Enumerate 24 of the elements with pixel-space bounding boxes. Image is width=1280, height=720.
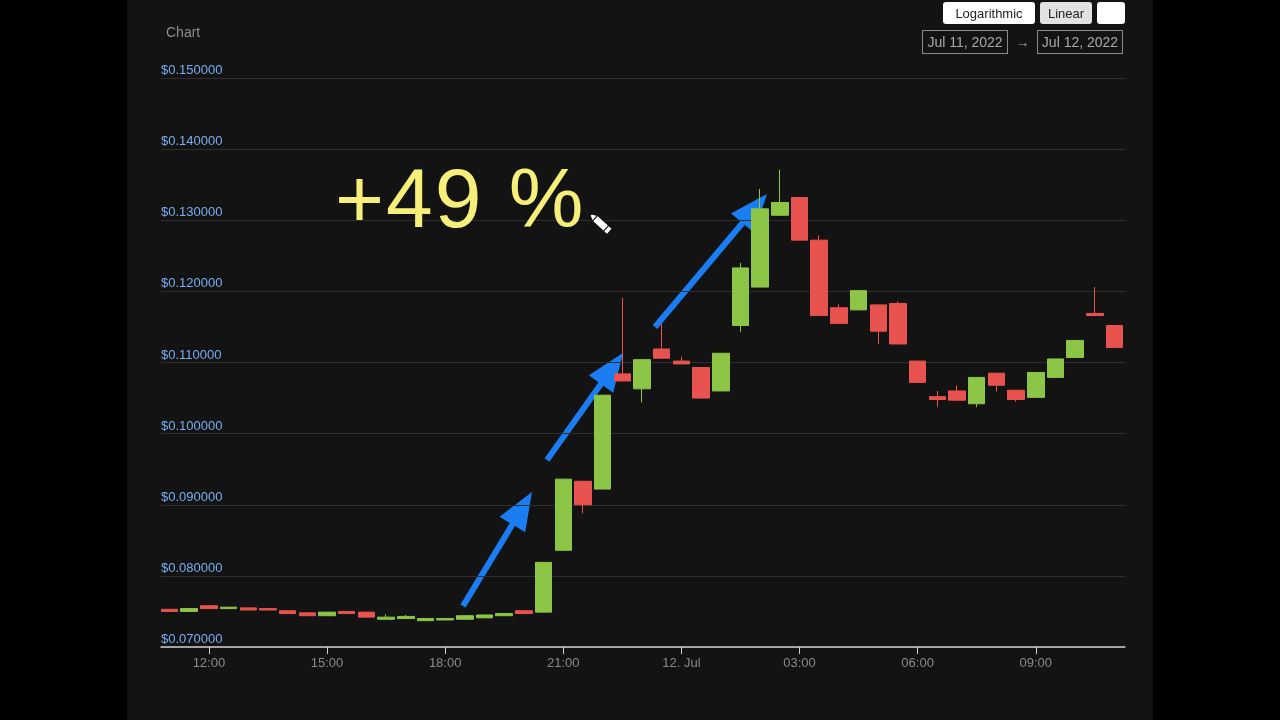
x-tick-label: 12. Jul xyxy=(662,655,701,670)
text: → xyxy=(1015,34,1030,50)
x-tick-label: 09:00 xyxy=(1019,655,1053,670)
y-tick-label: $0.130000 xyxy=(161,204,223,220)
x-tick-label: 21:00 xyxy=(546,655,580,670)
chart-title: Chart xyxy=(166,24,201,40)
y-tick-label: $0.090000 xyxy=(161,488,223,504)
annotation: +49 % xyxy=(335,150,586,246)
x-tick-label: 03:00 xyxy=(783,655,816,670)
y-tick-label: $0.120000 xyxy=(161,275,223,291)
date-field: Jul 11, 2022 xyxy=(922,30,1008,54)
x-tick-label: 12:00 xyxy=(192,655,226,670)
x-tick-label: 06:00 xyxy=(901,655,934,670)
y-tick-label: $0.140000 xyxy=(161,133,223,149)
x-tick-label: 18:00 xyxy=(428,655,462,670)
x-tick-label: 15:00 xyxy=(310,655,344,670)
y-tick-label: $0.080000 xyxy=(161,559,223,575)
button: Logarithmic xyxy=(943,2,1035,24)
y-tick-label: $0.070000 xyxy=(161,631,223,646)
y-tick-label: $0.110000 xyxy=(161,346,222,362)
y-tick-label: $0.100000 xyxy=(161,417,223,433)
date-field: Jul 12, 2022 xyxy=(1037,30,1123,54)
y-tick-label: $0.150000 xyxy=(161,62,223,77)
button: Linear xyxy=(1040,2,1092,24)
